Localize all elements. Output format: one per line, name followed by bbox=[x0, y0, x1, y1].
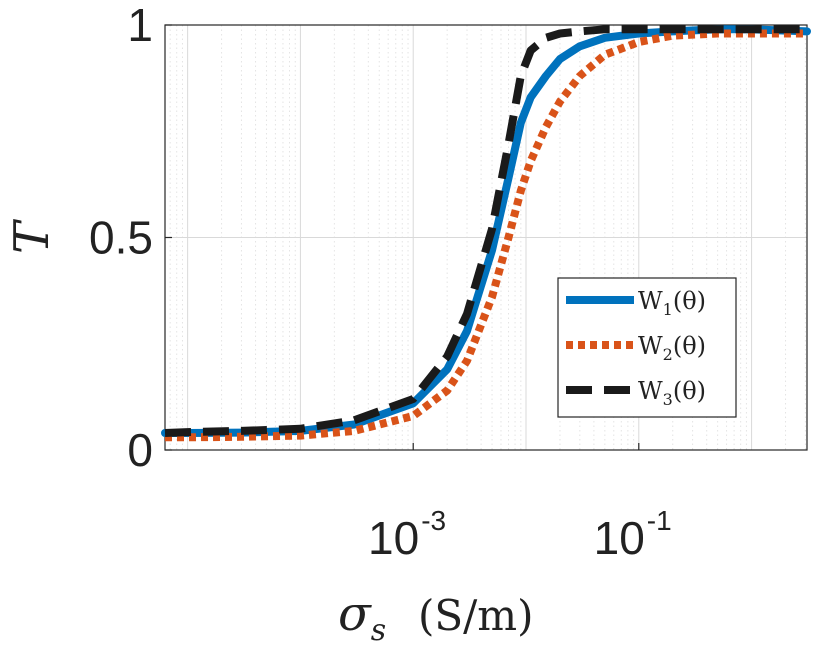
x-axis-label: σs (S/m) bbox=[338, 586, 534, 645]
x-axis-ticks: 10 -3 10 -1 bbox=[368, 443, 672, 564]
legend-label: W2(θ) bbox=[638, 332, 706, 364]
y-tick-label: 0.5 bbox=[89, 212, 153, 264]
x-tick-label: 10 -1 bbox=[594, 505, 672, 564]
y-axis-label: T bbox=[4, 219, 60, 254]
x-tick-label-exponent: -3 bbox=[421, 505, 446, 536]
svg-text:σs: σs bbox=[338, 586, 386, 645]
x-tick-label-base: 10 bbox=[368, 512, 419, 564]
series-line-w3 bbox=[164, 25, 807, 437]
x-tick-label-base: 10 bbox=[594, 512, 645, 564]
y-tick-label: 0 bbox=[127, 424, 153, 476]
legend: W1(θ) W2(θ) W3(θ) bbox=[557, 277, 737, 418]
x-tick-label-exponent: -1 bbox=[647, 505, 672, 536]
x-axis-label-unit: (S/m) bbox=[418, 591, 534, 640]
legend-label: W3(θ) bbox=[638, 377, 706, 409]
series-line-w2 bbox=[165, 29, 807, 442]
legend-label: W1(θ) bbox=[638, 287, 706, 319]
legend-item-w1: W1(θ) bbox=[566, 287, 706, 319]
legend-item-w2: W2(θ) bbox=[566, 332, 706, 364]
x-axis-label-subscript: s bbox=[371, 613, 386, 645]
x-axis-label-symbol: σ bbox=[338, 586, 372, 642]
x-tick-label: 10 -3 bbox=[368, 505, 446, 564]
legend-item-w3: W3(θ) bbox=[566, 377, 706, 409]
y-axis-ticks: 00.51 bbox=[89, 0, 172, 476]
y-tick-label: 1 bbox=[127, 0, 153, 51]
series-layer bbox=[161, 25, 811, 442]
